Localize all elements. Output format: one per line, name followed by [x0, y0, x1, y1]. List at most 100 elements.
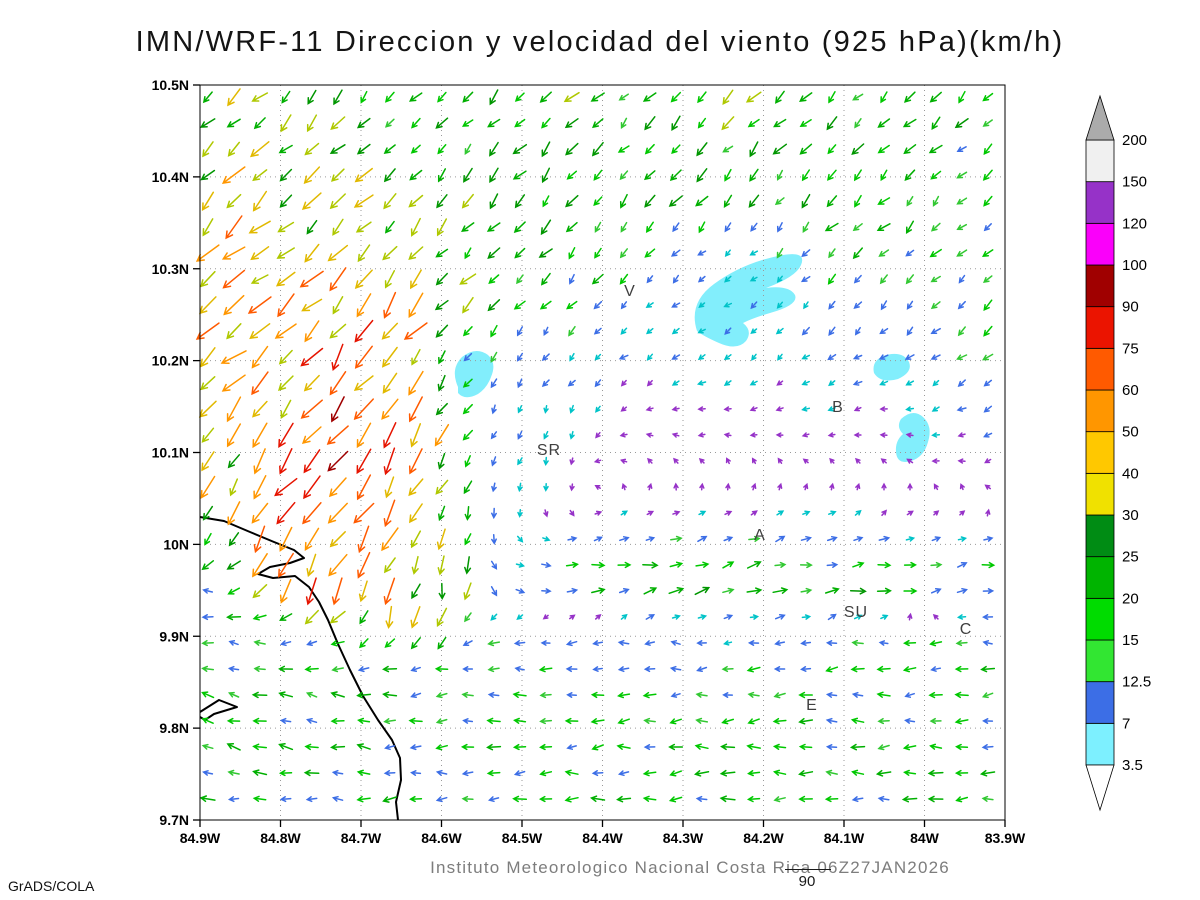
- wind-arrow: [671, 406, 680, 412]
- wind-arrow: [905, 380, 915, 386]
- city-label-c: C: [960, 621, 973, 638]
- wind-arrow: [646, 510, 655, 516]
- wind-arrow: [620, 327, 628, 335]
- wind-arrow: [878, 249, 890, 257]
- colorbar-label: 40: [1122, 465, 1139, 482]
- wind-arrow: [750, 222, 758, 232]
- wind-arrow: [277, 552, 294, 578]
- wind-arrow: [252, 584, 268, 599]
- wind-arrow: [461, 119, 474, 127]
- wind-arrow: [252, 190, 268, 212]
- wind-arrow: [486, 769, 501, 777]
- wind-arrow: [542, 614, 549, 620]
- wind-arrow: [746, 560, 762, 569]
- wind-arrow: [747, 691, 760, 698]
- wind-arrow: [721, 665, 734, 673]
- calm-patch: [873, 353, 910, 381]
- calm-patch: [454, 350, 494, 398]
- wind-arrow: [491, 456, 497, 467]
- wind-arrow: [724, 510, 733, 516]
- wind-arrow: [487, 640, 501, 647]
- wind-arrow: [516, 352, 524, 362]
- wind-arrow: [279, 640, 292, 647]
- wind-arrow: [645, 614, 656, 620]
- wind-arrow: [669, 561, 684, 568]
- wind-arrow: [849, 587, 867, 595]
- wind-arrow: [877, 197, 891, 205]
- wind-arrow: [411, 117, 421, 129]
- colorbar-label: 3.5: [1122, 757, 1143, 774]
- wind-arrow: [984, 458, 992, 464]
- wind-arrow: [435, 479, 449, 495]
- wind-arrow: [697, 91, 707, 104]
- wind-arrow: [382, 372, 398, 394]
- wind-arrow: [826, 535, 838, 542]
- wind-arrow: [595, 431, 601, 439]
- colorbar-label: 12.5: [1122, 674, 1151, 691]
- x-axis-label: 84.1W: [824, 830, 865, 846]
- wind-arrow: [956, 197, 968, 205]
- wind-arrow: [693, 770, 710, 777]
- wind-arrow: [955, 743, 969, 751]
- wind-arrow: [903, 769, 917, 776]
- wind-arrow: [927, 795, 944, 803]
- wind-arrow: [199, 118, 216, 128]
- wind-arrow: [568, 614, 576, 620]
- wind-arrow: [543, 482, 549, 492]
- wind-arrow: [517, 405, 523, 414]
- wind-arrow: [227, 796, 240, 803]
- wind-arrow: [668, 586, 685, 595]
- wind-arrow: [512, 795, 528, 803]
- wind-arrow: [227, 691, 240, 698]
- wind-arrow: [486, 222, 501, 232]
- wind-arrow: [464, 247, 472, 260]
- wind-arrow: [931, 406, 940, 412]
- wind-arrow: [905, 432, 914, 438]
- colorbar-under-triangle: [1085, 764, 1115, 812]
- wind-arrow: [568, 247, 576, 260]
- wind-arrow: [983, 405, 993, 413]
- wind-arrow: [958, 90, 966, 104]
- wind-arrow: [750, 328, 758, 334]
- wind-arrow: [304, 527, 320, 551]
- wind-arrow: [251, 92, 269, 102]
- wind-arrow: [983, 432, 993, 438]
- wind-arrow: [803, 482, 809, 491]
- wind-arrow: [877, 744, 890, 751]
- wind-arrow: [382, 796, 398, 803]
- wind-arrow: [514, 247, 526, 259]
- wind-arrow: [435, 692, 448, 699]
- wind-arrow: [774, 197, 785, 206]
- wind-arrow: [384, 220, 395, 234]
- wind-arrow: [464, 455, 471, 468]
- wind-arrow: [671, 302, 681, 308]
- wind-arrow: [487, 118, 501, 128]
- wind-arrow: [384, 744, 396, 751]
- wind-arrow: [930, 275, 941, 283]
- wind-arrow: [565, 142, 579, 156]
- wind-arrow: [827, 353, 837, 361]
- wind-arrow: [801, 406, 811, 412]
- wind-arrow: [827, 169, 837, 181]
- wind-arrow: [514, 194, 526, 209]
- wind-arrow: [226, 423, 242, 448]
- wind-arrow: [513, 300, 526, 310]
- wind-arrow: [645, 432, 654, 438]
- wind-arrow: [513, 717, 527, 724]
- colorbar-label: 75: [1122, 340, 1139, 357]
- wind-arrow: [303, 166, 321, 185]
- wind-arrow: [825, 666, 839, 673]
- wind-arrow: [853, 274, 862, 284]
- wind-arrow: [489, 167, 499, 184]
- wind-arrow: [435, 402, 448, 416]
- wind-arrow: [592, 666, 603, 672]
- wind-arrow: [383, 499, 396, 528]
- wind-arrow: [356, 117, 371, 129]
- wind-arrow: [879, 432, 888, 438]
- wind-arrow: [252, 422, 268, 449]
- wind-arrow: [489, 89, 499, 106]
- wind-arrow: [330, 717, 345, 725]
- wind-arrow: [566, 744, 577, 750]
- wind-arrow: [695, 717, 709, 724]
- calm-patches: [454, 254, 930, 462]
